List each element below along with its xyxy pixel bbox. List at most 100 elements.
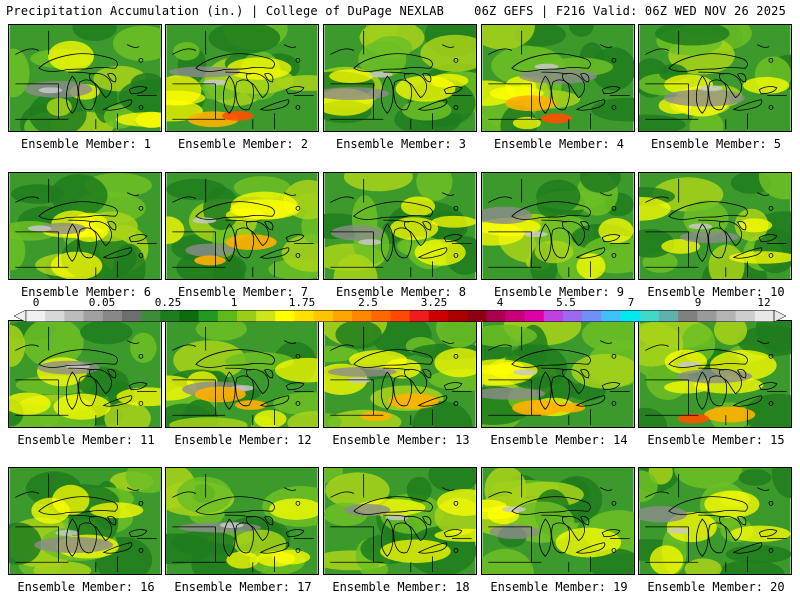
precip-area xyxy=(72,25,117,42)
colorbar-swatch xyxy=(620,310,641,322)
precip-area xyxy=(758,173,791,200)
precip-area xyxy=(226,551,259,569)
colorbar-max-arrow xyxy=(773,310,786,322)
precip-area xyxy=(53,393,111,420)
precip-area xyxy=(274,357,318,383)
ensemble-member-label: Ensemble Member: 10 xyxy=(647,285,785,299)
precip-area xyxy=(287,411,318,427)
precip-map xyxy=(165,320,319,428)
ensemble-member-label: Ensemble Member: 12 xyxy=(174,433,312,447)
precip-area xyxy=(639,114,686,131)
precip-area xyxy=(324,87,390,101)
colorbar-swatch xyxy=(236,310,257,322)
colorbar-swatch xyxy=(582,310,602,322)
ensemble-member-panel: Ensemble Member: 15 xyxy=(638,320,792,447)
precip-area xyxy=(576,253,606,279)
colorbar-swatch xyxy=(179,310,199,322)
precip-area xyxy=(389,217,439,241)
colorbar-swatch xyxy=(563,310,583,322)
ensemble-member-panel: Ensemble Member: 11 xyxy=(8,320,162,447)
colorbar-swatch xyxy=(83,310,104,322)
ensemble-member-panel: Ensemble Member: 9 xyxy=(481,172,635,299)
precip-map xyxy=(481,172,635,280)
colorbar-swatch xyxy=(658,310,679,322)
precip-area xyxy=(742,76,790,94)
precip-area xyxy=(513,369,537,376)
precip-area xyxy=(738,469,772,486)
precip-area xyxy=(31,497,70,524)
precip-area xyxy=(325,472,390,509)
precip-map xyxy=(8,320,162,428)
precip-area xyxy=(222,110,254,121)
precip-area xyxy=(38,87,63,94)
precip-area xyxy=(737,218,773,233)
precip-map xyxy=(638,172,792,280)
precip-area xyxy=(50,174,108,217)
precip-area xyxy=(437,489,476,516)
precip-area xyxy=(663,89,745,107)
ensemble-member-label: Ensemble Member: 5 xyxy=(650,137,782,151)
colorbar-swatch xyxy=(409,310,430,322)
colorbar-tick-label: 1.75 xyxy=(288,296,316,309)
ensemble-member-label: Ensemble Member: 20 xyxy=(647,580,785,594)
precip-area xyxy=(112,25,161,62)
ensemble-member-panel: Ensemble Member: 6 xyxy=(8,172,162,299)
precip-area xyxy=(166,533,214,565)
precip-area xyxy=(655,25,730,46)
precip-area xyxy=(716,560,785,574)
precip-area xyxy=(358,239,382,246)
ensemble-member-panel: Ensemble Member: 20 xyxy=(638,467,792,594)
precip-area xyxy=(434,348,476,378)
colorbar-swatch xyxy=(121,310,142,322)
precip-area xyxy=(166,74,202,106)
precip-area xyxy=(406,476,432,503)
precip-area xyxy=(23,321,84,368)
colorbar-swatch xyxy=(313,310,334,322)
precip-area xyxy=(48,40,94,72)
precip-area xyxy=(699,85,723,92)
precip-area xyxy=(713,321,748,346)
colorbar-swatch xyxy=(428,310,449,322)
precip-area xyxy=(269,498,318,520)
colorbar-swatch xyxy=(716,310,736,322)
precip-area xyxy=(482,222,525,246)
precip-area xyxy=(233,529,287,558)
precip-area xyxy=(254,410,287,427)
colorbar-swatch xyxy=(102,310,123,322)
precip-map xyxy=(638,467,792,575)
precip-area xyxy=(553,402,586,413)
colorbar-swatch xyxy=(275,310,295,322)
precip-area xyxy=(329,69,374,83)
ensemble-member-panel: Ensemble Member: 8 xyxy=(323,172,477,299)
colorbar-swatch xyxy=(371,310,391,322)
precip-area xyxy=(225,352,295,371)
precip-map xyxy=(481,320,635,428)
precip-area xyxy=(771,468,791,498)
precip-area xyxy=(235,400,267,410)
colorbar-swatch xyxy=(486,310,506,322)
precip-area xyxy=(118,78,161,116)
ensemble-member-panel: Ensemble Member: 2 xyxy=(165,24,319,151)
precip-area xyxy=(130,332,157,363)
precip-map xyxy=(8,24,162,132)
precip-map xyxy=(323,320,477,428)
ensemble-member-panel: Ensemble Member: 10 xyxy=(638,172,792,299)
ensemble-member-label: Ensemble Member: 14 xyxy=(490,433,628,447)
colorbar-swatch xyxy=(64,310,84,322)
colorbar-tick-label: 1 xyxy=(230,296,238,309)
precip-area xyxy=(416,173,453,201)
precip-area xyxy=(431,215,476,228)
precip-area xyxy=(192,217,217,224)
precip-area xyxy=(360,411,392,421)
colorbar-swatch xyxy=(543,310,564,322)
precip-area xyxy=(330,225,383,241)
precip-area xyxy=(116,387,161,407)
precip-area xyxy=(27,225,52,232)
precip-area xyxy=(591,97,634,122)
precip-area xyxy=(482,80,516,106)
precip-area xyxy=(40,222,87,235)
colorbar-swatch xyxy=(141,310,161,322)
precip-map xyxy=(638,320,792,428)
precip-area xyxy=(688,223,713,230)
colorbar-tick-label: 2.5 xyxy=(358,296,378,309)
